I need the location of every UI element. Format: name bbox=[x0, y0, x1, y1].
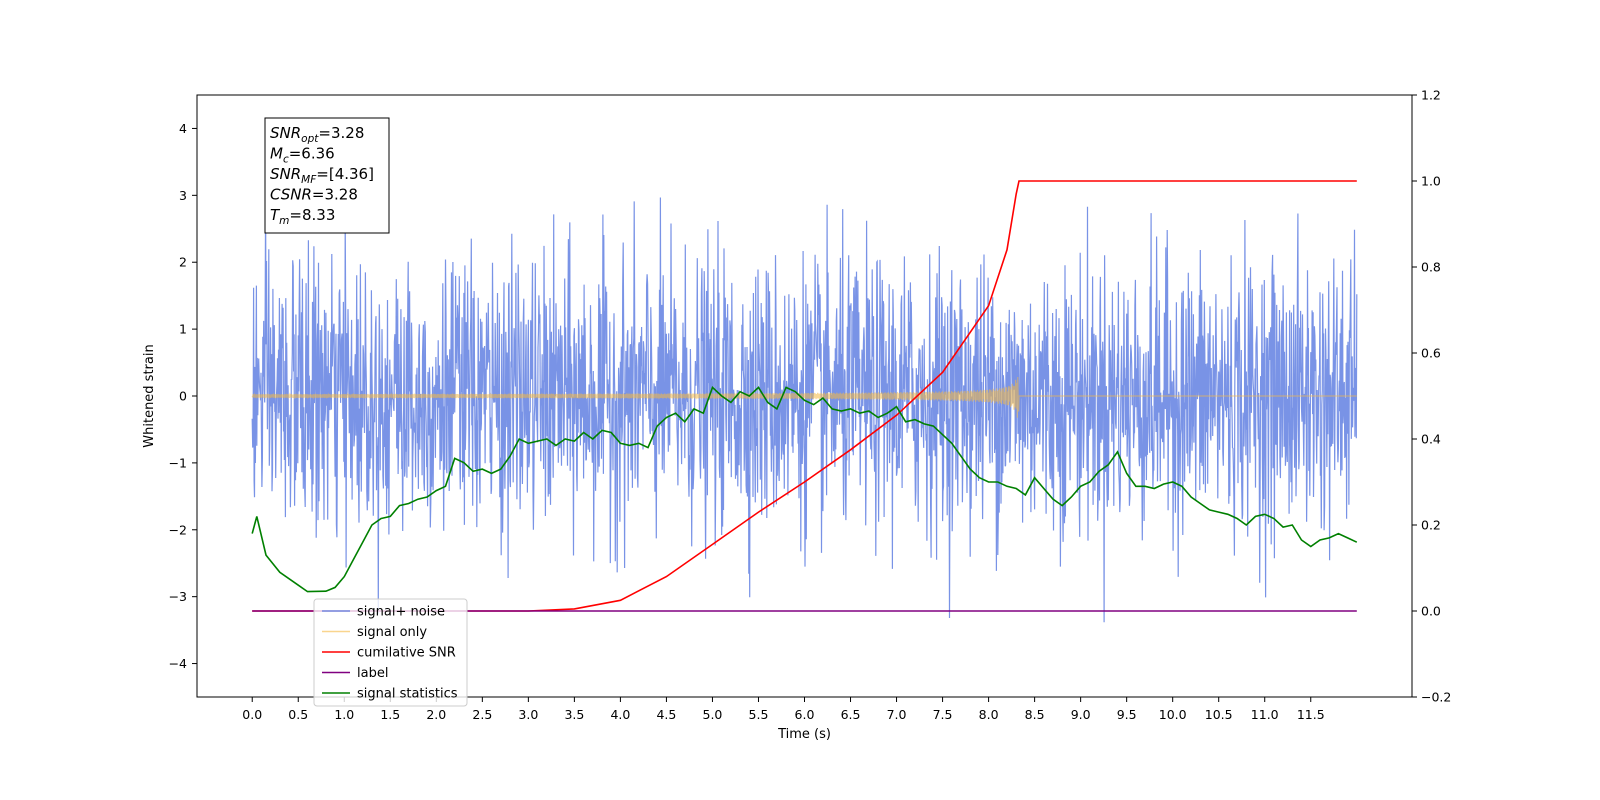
x-tick-label-5: 2.5 bbox=[472, 707, 492, 722]
legend-label-3: label bbox=[357, 666, 388, 681]
legend-label-4: signal statistics bbox=[357, 687, 458, 702]
x-axis-title: Time (s) bbox=[777, 727, 831, 742]
y2-tick-label-1: 1.0 bbox=[1421, 174, 1441, 189]
y-tick-label-4: 0 bbox=[179, 389, 187, 404]
x-tick-label-8: 4.0 bbox=[610, 707, 630, 722]
y2-tick-label-5: 0.2 bbox=[1421, 518, 1441, 533]
x-axis-ticks: 0.0 0.5 1.0 1.5 2.0 2.5 3.0 3.5 4.0 4.5 5.0 5.5 6.0 6… bbox=[242, 697, 1325, 722]
y2-tick-label-3: 0.6 bbox=[1421, 346, 1441, 361]
series-cumilative-snr bbox=[252, 180, 1357, 612]
annotation-symbol: T bbox=[270, 206, 281, 224]
annotation-symbol: CSNR bbox=[270, 186, 312, 204]
x-tick-label-14: 7.0 bbox=[887, 707, 907, 722]
x-tick-label-16: 8.0 bbox=[979, 707, 999, 722]
annotation-value: =6.36 bbox=[289, 145, 335, 163]
legend-label-1: signal only bbox=[357, 625, 427, 640]
annotation-line-1: Mc=6.36 bbox=[270, 145, 335, 166]
y-tick-label-1: 3 bbox=[179, 188, 187, 203]
y-axis-title: Whitened strain bbox=[142, 344, 157, 447]
y2-tick-label-4: 0.4 bbox=[1421, 432, 1441, 447]
x-tick-label-1: 0.5 bbox=[288, 707, 308, 722]
stats-annotation-box: SNRopt=3.28Mc=6.36SNRMF=[4.36]CSNR=3.28T… bbox=[264, 117, 390, 234]
series-signal-statistics bbox=[251, 385, 1358, 593]
y-tick-label-5: −1 bbox=[169, 455, 187, 470]
y2-axis-ticks: 1.2 1.0 0.8 0.6 0.4 0.2 0.0 −0.2 bbox=[1412, 88, 1451, 705]
annotation-line-3: CSNR=3.28 bbox=[270, 186, 358, 204]
annotation-value: =[4.36] bbox=[316, 165, 374, 183]
x-tick-label-6: 3.0 bbox=[518, 707, 538, 722]
series-signal-plus-noise bbox=[251, 196, 1358, 623]
x-tick-label-15: 7.5 bbox=[933, 707, 953, 722]
series-signal-only bbox=[251, 376, 1357, 418]
annotation-value: =3.28 bbox=[318, 124, 364, 142]
y2-tick-label-2: 0.8 bbox=[1421, 260, 1441, 275]
y-tick-label-0: 4 bbox=[179, 121, 187, 136]
x-tick-label-11: 5.5 bbox=[749, 707, 769, 722]
x-tick-label-4: 2.0 bbox=[426, 707, 446, 722]
y2-tick-label-7: −0.2 bbox=[1421, 690, 1451, 705]
y-tick-label-3: 1 bbox=[179, 322, 187, 337]
x-tick-label-10: 5.0 bbox=[703, 707, 723, 722]
x-tick-label-21: 10.5 bbox=[1205, 707, 1233, 722]
y-tick-label-7: −3 bbox=[169, 589, 187, 604]
x-tick-label-13: 6.5 bbox=[841, 707, 861, 722]
legend-box bbox=[313, 598, 468, 707]
y-axis-ticks: 4 3 2 1 0 −1 −2 −3 −4 bbox=[169, 121, 197, 671]
legend-label-0: signal+ noise bbox=[357, 605, 445, 620]
x-tick-label-23: 11.5 bbox=[1297, 707, 1325, 722]
x-tick-label-12: 6.0 bbox=[795, 707, 815, 722]
legend: signal+ noise signal only cumilative SNR la… bbox=[313, 598, 468, 707]
annotation-symbol: SNR bbox=[270, 165, 301, 183]
x-tick-label-19: 9.5 bbox=[1117, 707, 1137, 722]
annotation-subscript: MF bbox=[301, 174, 317, 186]
annotation-value: =3.28 bbox=[312, 186, 358, 204]
y2-tick-label-6: 0.0 bbox=[1421, 604, 1441, 619]
x-tick-label-7: 3.5 bbox=[564, 707, 584, 722]
annotation-subscript: opt bbox=[301, 133, 319, 145]
legend-label-2: cumilative SNR bbox=[357, 646, 456, 661]
annotation-symbol: M bbox=[270, 145, 283, 163]
x-tick-label-2: 1.0 bbox=[334, 707, 354, 722]
annotation-subscript: c bbox=[283, 154, 289, 166]
y-tick-label-2: 2 bbox=[179, 255, 187, 270]
annotation-subscript: m bbox=[279, 215, 289, 227]
chirp-series-layer bbox=[251, 376, 1357, 418]
x-tick-label-22: 11.0 bbox=[1251, 707, 1279, 722]
x-tick-label-18: 9.0 bbox=[1071, 707, 1091, 722]
x-tick-label-17: 8.5 bbox=[1025, 707, 1045, 722]
annotation-symbol: SNR bbox=[270, 124, 301, 142]
annotation-line-4: Tm=8.33 bbox=[270, 206, 335, 227]
x-tick-label-20: 10.0 bbox=[1159, 707, 1187, 722]
y2-tick-label-0: 1.2 bbox=[1421, 88, 1441, 103]
x-tick-label-0: 0.0 bbox=[242, 707, 262, 722]
annotation-value: =8.33 bbox=[289, 206, 335, 224]
y-tick-label-6: −2 bbox=[169, 522, 187, 537]
y-tick-label-8: −4 bbox=[169, 656, 187, 671]
annotation-line-2: SNRMF=[4.36] bbox=[270, 165, 374, 186]
x-tick-label-9: 4.5 bbox=[656, 707, 676, 722]
x-tick-label-3: 1.5 bbox=[380, 707, 400, 722]
annotation-box bbox=[264, 117, 390, 234]
annotation-line-0: SNRopt=3.28 bbox=[270, 124, 364, 145]
noise-series-layer bbox=[251, 196, 1358, 623]
